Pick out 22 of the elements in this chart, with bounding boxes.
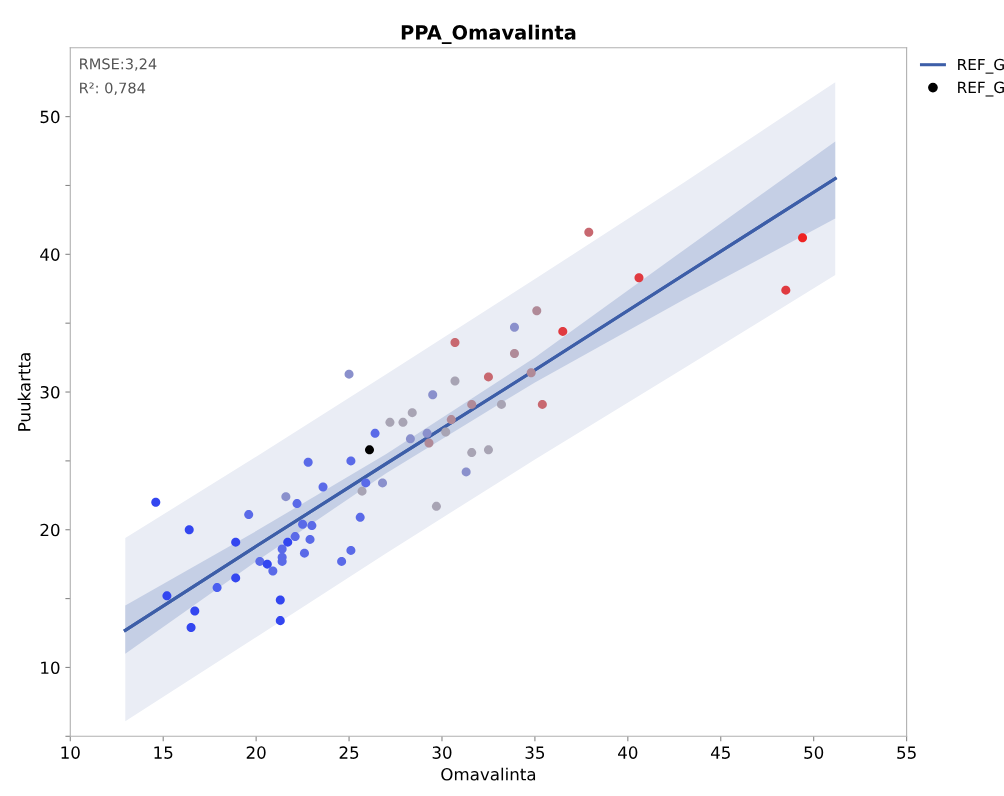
y-tick-label: 30 <box>40 385 60 399</box>
legend-label: REF_G <box>958 58 1004 74</box>
x-tick-label: 15 <box>154 746 173 759</box>
y-tick-label: 10 <box>41 661 60 675</box>
x-tick-label: 55 <box>897 746 916 759</box>
annotation: RMSE:3,24 <box>80 58 157 71</box>
y-tick-label: 40 <box>40 248 60 261</box>
y-tick-label: 20 <box>40 523 60 537</box>
x-tick-label: 10 <box>61 746 80 759</box>
x-tick-label: 25 <box>339 746 359 759</box>
x-tick-label: 40 <box>618 746 638 759</box>
y-axis-title: Puukartta <box>17 353 31 431</box>
x-tick-label: 45 <box>710 746 730 759</box>
x-tick-label: 35 <box>525 746 545 759</box>
y-tick-label: 50 <box>40 110 60 124</box>
x-axis-title: Omavalinta <box>441 767 536 781</box>
x-tick-label: 30 <box>432 746 452 759</box>
x-tick-label: 20 <box>246 746 266 759</box>
annotation: R²: 0,784 <box>80 82 146 95</box>
chart-title: PPA_Omavalinta <box>401 24 576 45</box>
x-tick-label: 50 <box>804 746 824 759</box>
legend-label: REF_G <box>958 81 1004 97</box>
